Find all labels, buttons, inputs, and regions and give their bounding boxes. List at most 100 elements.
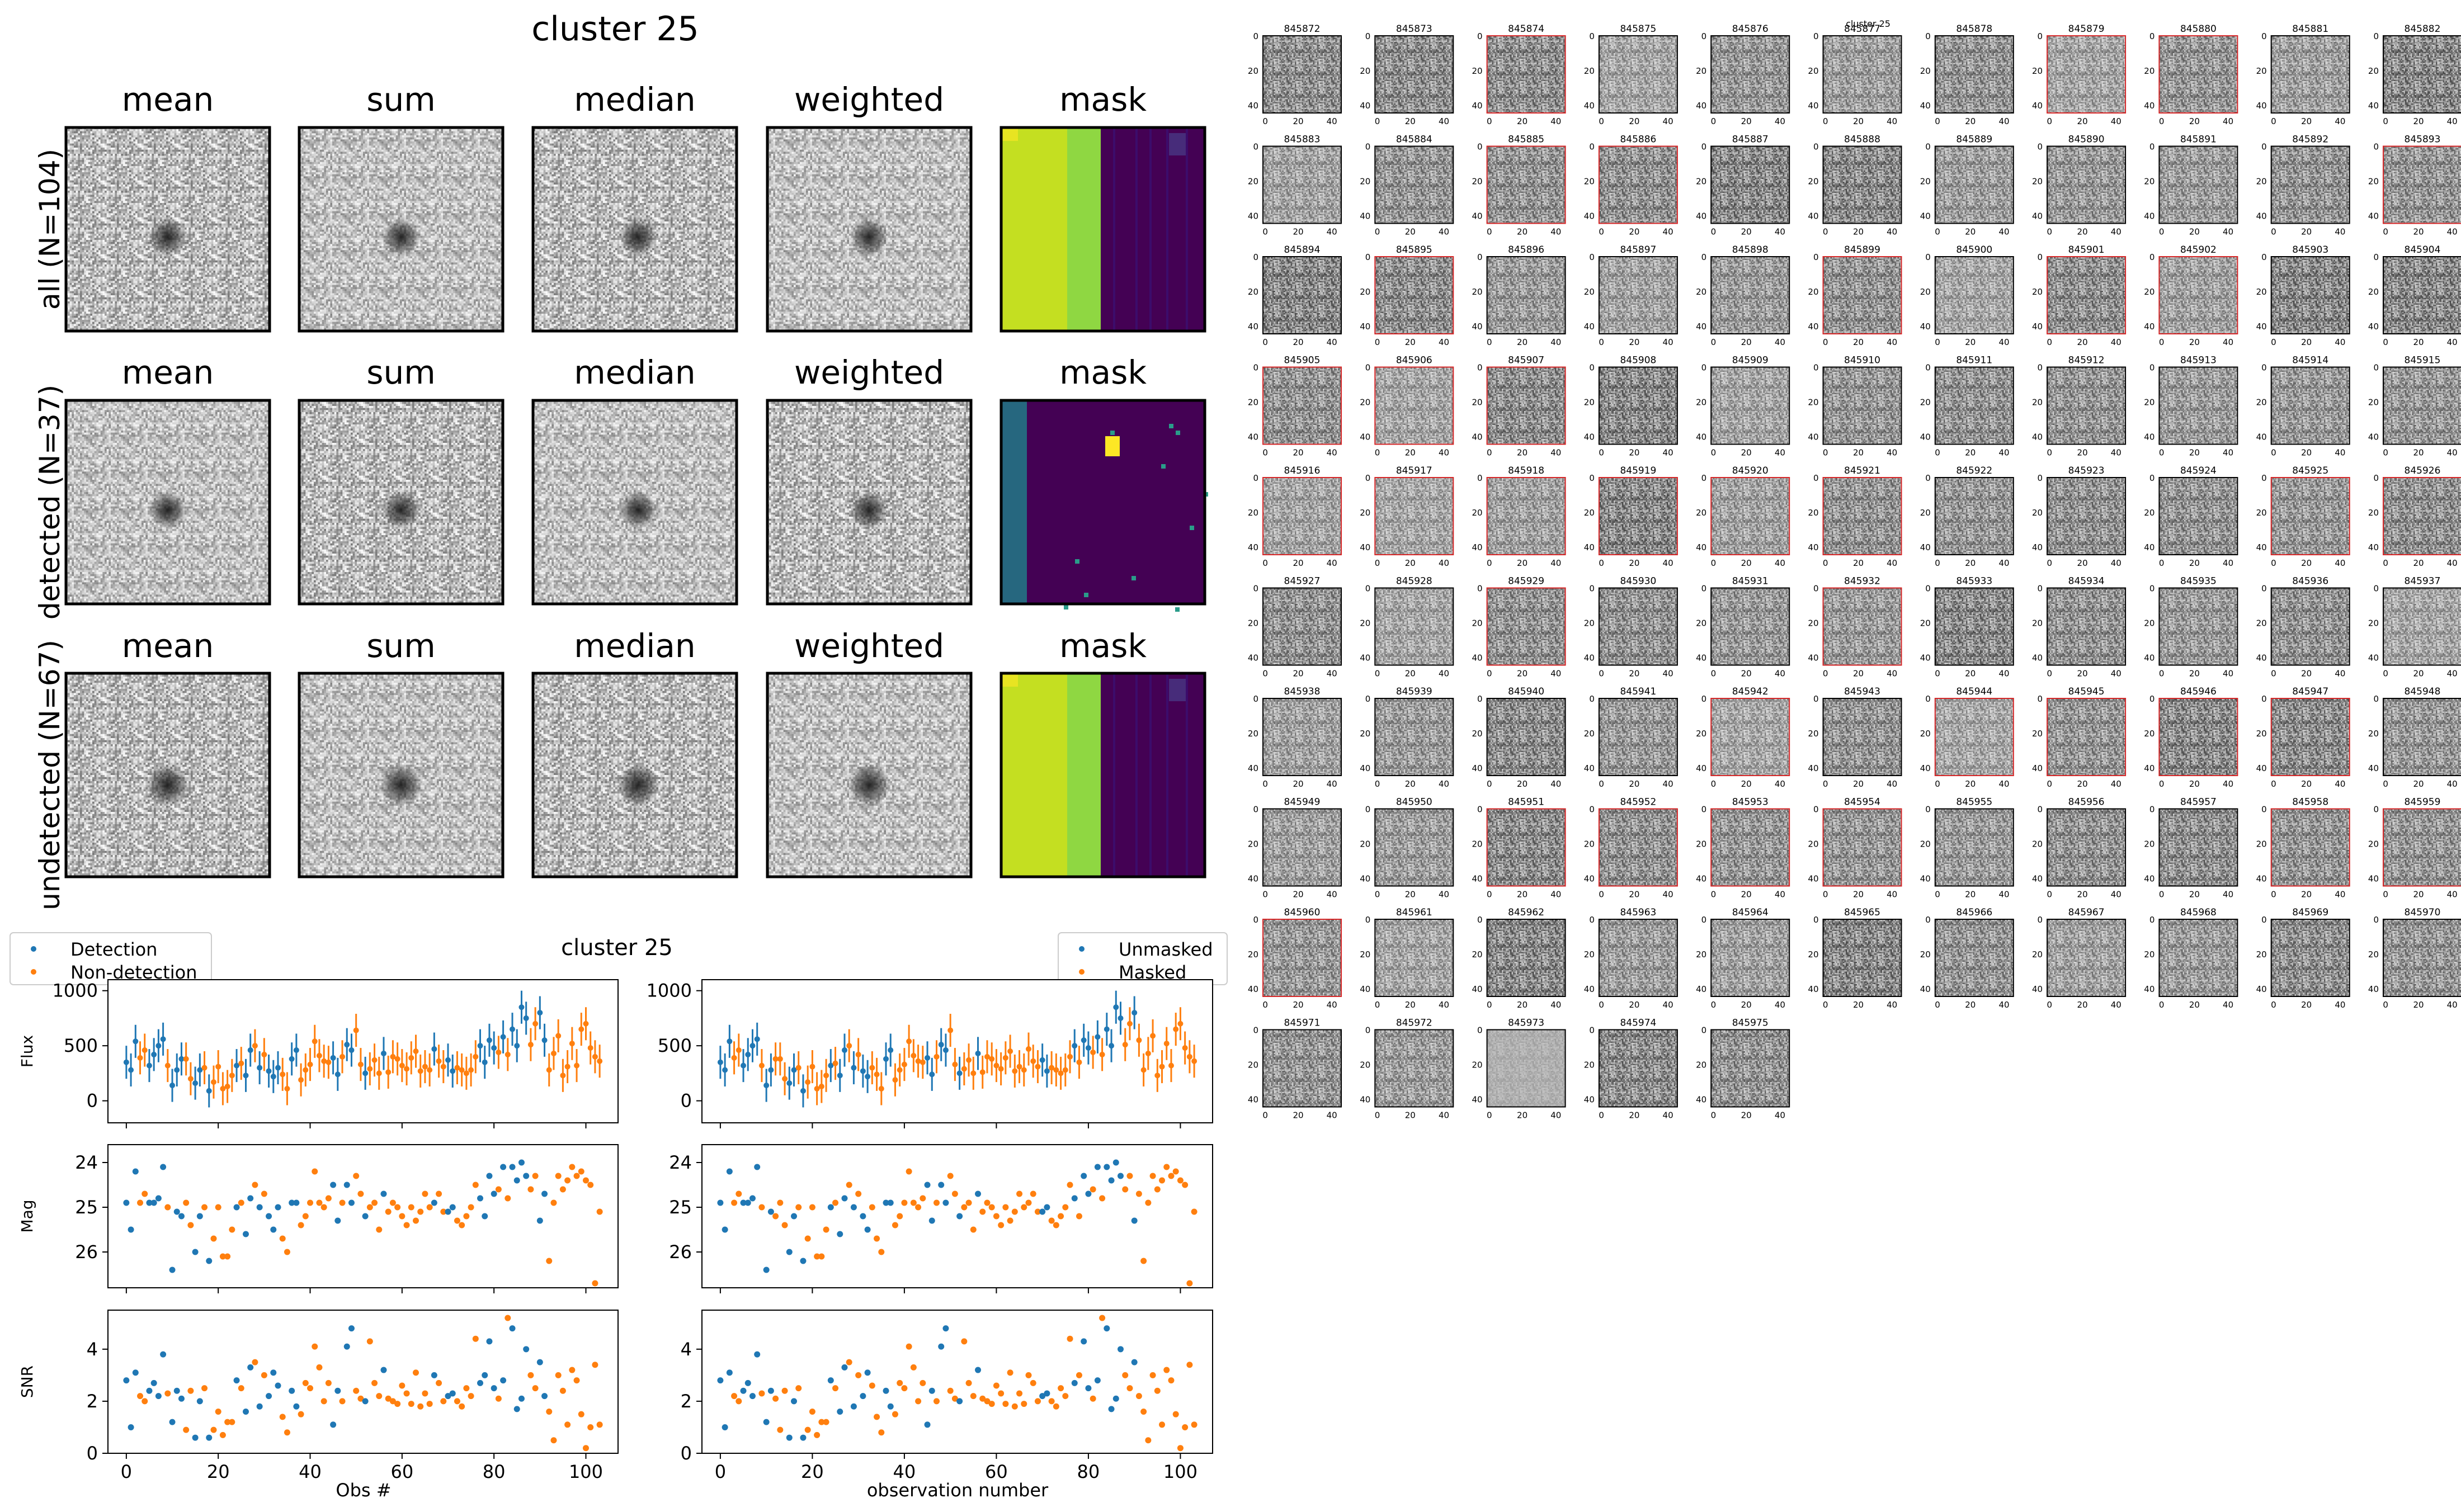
- thumbnail-image: [2271, 36, 2350, 113]
- thumbnail-shade: [1263, 919, 1341, 996]
- thumbnail-xtick: 20: [1965, 227, 1976, 237]
- data-point: [582, 1445, 589, 1452]
- data-point: [142, 1047, 148, 1053]
- thumbnail-ytick: 40: [1808, 542, 1818, 552]
- data-point: [573, 1173, 580, 1179]
- data-point: [312, 1343, 318, 1350]
- thumbnail-xtick: 40: [1775, 227, 1785, 237]
- thumbnail-title: 845916: [1284, 465, 1321, 476]
- thumbnail-frame: [2158, 919, 2238, 997]
- data-point: [777, 1426, 784, 1433]
- thumbnail-frame: [2270, 366, 2350, 445]
- thumbnail-ytick: 20: [1808, 177, 1818, 187]
- mask-column: [1113, 673, 1115, 877]
- thumbnail-shade: [1487, 36, 1566, 113]
- thumbnail-ytick: 20: [1248, 618, 1258, 629]
- thumbnail-xtick: 0: [1711, 227, 1717, 237]
- data-point: [578, 1168, 584, 1175]
- thumbnail-xtick: 20: [1293, 1000, 1303, 1010]
- data-point: [1090, 1186, 1096, 1193]
- thumbnail-title: 845885: [1508, 134, 1544, 145]
- thumbnail-ytick: 40: [1472, 984, 1483, 994]
- data-point: [123, 1199, 130, 1206]
- thumbnail-xtick: 20: [1853, 558, 1864, 568]
- data-point: [353, 1173, 360, 1179]
- thumbnail-xtick: 0: [1487, 116, 1492, 126]
- thumbnail-title: 845958: [2292, 797, 2328, 808]
- data-point: [390, 1053, 396, 1060]
- thumbnail-ytick: 20: [1696, 287, 1706, 297]
- data-point: [385, 1069, 392, 1075]
- thumbnail-image: [1375, 478, 1454, 555]
- thumbnail-ytick: 0: [2038, 252, 2043, 262]
- thumbnail-xtick: 20: [1293, 1111, 1303, 1121]
- legend-right-marker-masked: [1079, 969, 1085, 975]
- thumbnail-ytick: 40: [1472, 542, 1483, 552]
- data-point: [155, 1043, 162, 1049]
- x-tick-label: 60: [985, 1461, 1008, 1482]
- thumbnail-shade: [2159, 146, 2238, 224]
- thumbnail-ytick: 0: [1253, 473, 1258, 483]
- thumbnail-image: [2271, 146, 2350, 224]
- mask-pixel-bright: [1105, 436, 1120, 456]
- thumbnail-image: [2271, 919, 2350, 996]
- data-point: [256, 1403, 263, 1410]
- thumbnail-image: [1375, 146, 1454, 224]
- thumbnail-frame: [2270, 808, 2350, 887]
- data-point: [888, 1047, 894, 1053]
- thumbnail-ytick: 20: [1920, 729, 1931, 739]
- thumbnail-image: [1935, 257, 2014, 334]
- thumbnail-frame: [1374, 366, 1454, 445]
- data-point: [353, 1027, 359, 1033]
- thumbnail-xtick: 20: [1741, 1000, 1752, 1010]
- data-point: [215, 1409, 221, 1415]
- thumbnail-xtick: 20: [1853, 448, 1864, 458]
- data-point: [408, 1401, 414, 1407]
- thumbnail-image: [2159, 146, 2238, 224]
- thumbnail-xtick: 40: [1775, 558, 1785, 568]
- thumbnail-frame: [2383, 808, 2461, 887]
- thumbnail-xtick: 20: [2077, 448, 2088, 458]
- data-point: [477, 1379, 484, 1386]
- thumbnail-ytick: 20: [1696, 398, 1706, 408]
- data-point: [252, 1182, 258, 1188]
- thumbnail-ytick: 40: [2368, 653, 2379, 663]
- data-point: [510, 1026, 516, 1032]
- data-point: [874, 1414, 880, 1420]
- thumbnail-ytick: 0: [1253, 31, 1258, 41]
- thumbnail-ytick: 20: [2144, 618, 2154, 629]
- data-point: [952, 1061, 958, 1067]
- thumbnail-title: 845938: [1284, 686, 1321, 697]
- thumbnail-title: 845917: [1396, 465, 1432, 476]
- thumbnail-shade: [1935, 146, 2014, 224]
- thumbnail-shade: [1487, 367, 1566, 445]
- thumbnail-xtick: 0: [1487, 1111, 1492, 1121]
- data-point: [975, 1190, 982, 1197]
- thumbnail-ytick: 40: [2256, 432, 2267, 442]
- data-point: [1076, 1213, 1082, 1220]
- thumbnail-frame: [2158, 366, 2238, 445]
- data-point: [183, 1426, 190, 1433]
- data-point: [920, 1379, 926, 1386]
- thumbnail-ytick: 0: [1365, 252, 1371, 262]
- thumbnail-shade: [1487, 919, 1566, 996]
- thumbnail-title: 845883: [1284, 134, 1321, 145]
- thumbnail-ytick: 40: [1248, 653, 1258, 663]
- thumbnail-ytick: 40: [1696, 763, 1706, 773]
- thumbnail-frame: [1822, 366, 1902, 445]
- data-point: [1140, 1409, 1147, 1415]
- thumbnail-xtick: 20: [2189, 890, 2200, 900]
- mask-band: [1001, 400, 1027, 604]
- thumbnail-xtick: 20: [1405, 890, 1416, 900]
- data-point: [951, 1395, 958, 1402]
- thumbnail-xtick: 20: [2301, 1000, 2312, 1010]
- thumbnail-image: [2159, 36, 2238, 113]
